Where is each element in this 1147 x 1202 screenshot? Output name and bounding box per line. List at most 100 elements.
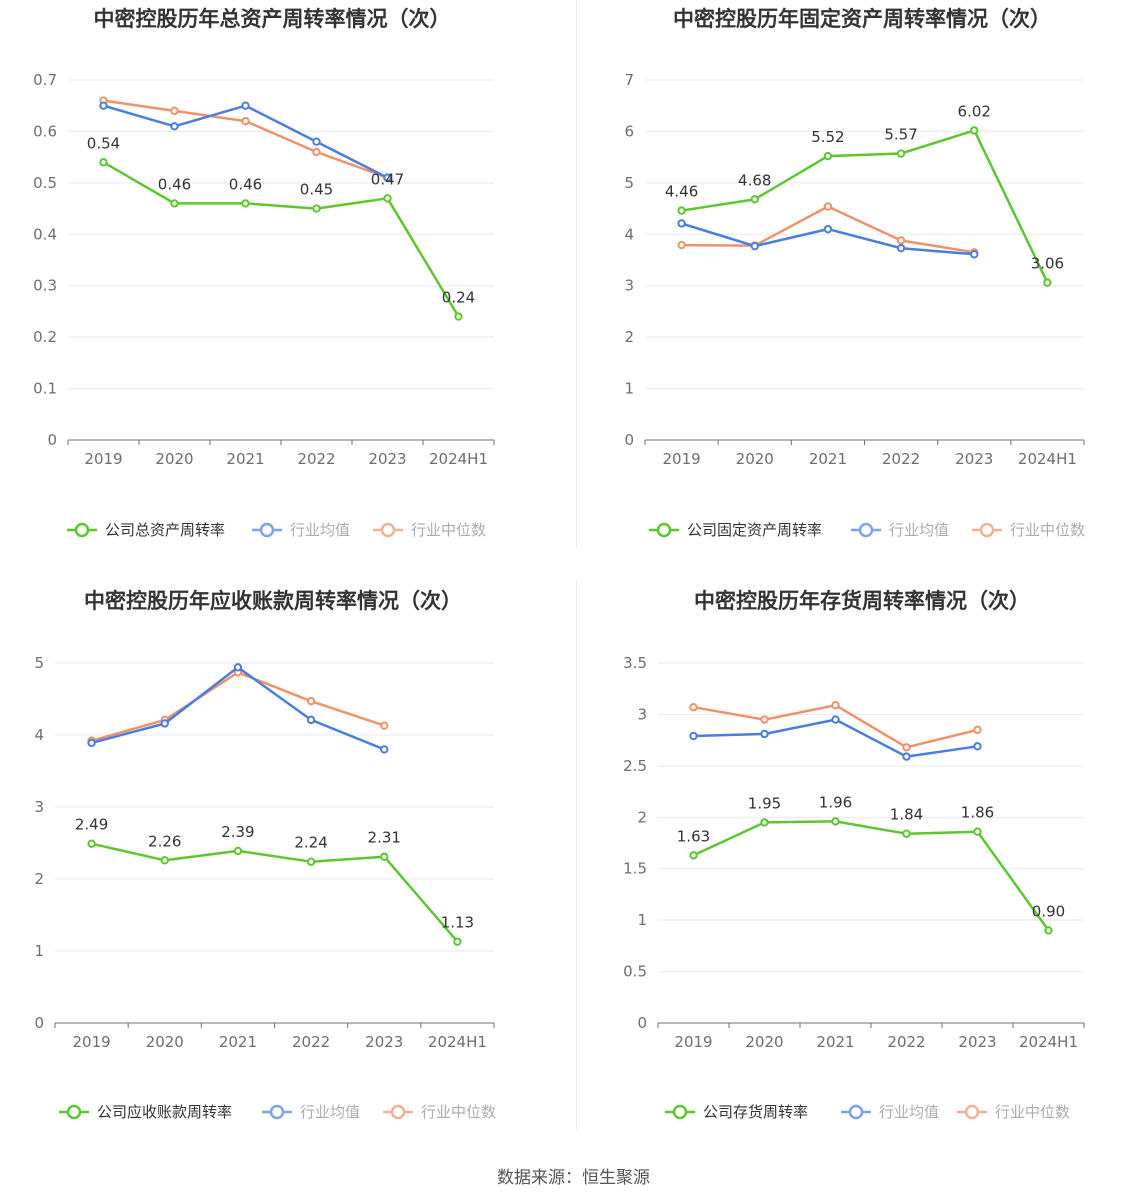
y-tick-label: 1 bbox=[637, 911, 647, 929]
series-line-company bbox=[91, 842, 459, 943]
data-source-note: 数据来源：恒生聚源 bbox=[497, 1168, 650, 1188]
legend-item-median: 行业中位数 bbox=[373, 521, 486, 539]
y-tick-label: 2.5 bbox=[623, 757, 647, 775]
x-tick-label: 2024H1 bbox=[1018, 450, 1077, 468]
data-point-mean bbox=[170, 122, 179, 131]
data-point-median bbox=[896, 236, 906, 245]
legend-marker-icon bbox=[66, 1104, 82, 1120]
legend-item-company: 公司存货周转率 bbox=[665, 1103, 808, 1121]
data-point-mean bbox=[241, 101, 250, 110]
data-label: 2.31 bbox=[368, 829, 401, 847]
data-point-median bbox=[170, 106, 179, 116]
vertical-divider-top bbox=[576, 0, 577, 548]
y-tick-label: 3.5 bbox=[623, 654, 647, 672]
data-label: 5.57 bbox=[884, 126, 917, 144]
y-tick-label: 0.7 bbox=[33, 71, 57, 89]
chart-title: 中密控股历年应收账款周转率情况（次） bbox=[84, 589, 462, 613]
data-point-company bbox=[87, 839, 96, 848]
data-point-median bbox=[689, 703, 698, 712]
legend-marker-icon bbox=[74, 522, 90, 538]
series-line-mean bbox=[103, 104, 389, 179]
legend-marker-icon bbox=[979, 522, 995, 538]
series-line-company bbox=[681, 129, 1049, 284]
data-point-company bbox=[454, 312, 463, 321]
data-point-mean bbox=[896, 243, 906, 253]
legend-label: 公司固定资产周转率 bbox=[687, 521, 822, 539]
y-tick-label: 0.1 bbox=[33, 380, 57, 398]
data-point-company bbox=[241, 199, 250, 208]
y-tick-label: 1.5 bbox=[623, 860, 647, 878]
x-tick-label: 2020 bbox=[155, 450, 193, 468]
data-point-mean bbox=[87, 738, 96, 748]
data-point-company bbox=[233, 846, 243, 856]
data-point-mean bbox=[306, 715, 316, 725]
data-point-company bbox=[383, 194, 392, 203]
data-label: 1.63 bbox=[677, 827, 710, 845]
data-point-company bbox=[160, 856, 169, 865]
legend-marker-icon bbox=[259, 522, 275, 538]
y-tick-label: 0 bbox=[637, 1014, 647, 1032]
data-label: 0.54 bbox=[87, 134, 120, 152]
data-label: 2.49 bbox=[75, 816, 108, 834]
data-label: 1.84 bbox=[890, 806, 923, 824]
data-label: 0.90 bbox=[1032, 902, 1065, 920]
data-label: 2.24 bbox=[294, 834, 327, 852]
x-tick-label: 2022 bbox=[887, 1033, 925, 1051]
data-point-median bbox=[312, 147, 321, 157]
data-point-mean bbox=[233, 663, 243, 672]
data-label: 4.68 bbox=[738, 171, 771, 189]
x-tick-label: 2021 bbox=[816, 1033, 854, 1051]
y-tick-label: 5 bbox=[624, 174, 634, 192]
chart-fixed-asset-turnover: 中密控股历年固定资产周转率情况（次） 0 1 2 3 4 5 6 7 2019 2020 2021 20… bbox=[624, 7, 1085, 539]
x-tick-label: 2020 bbox=[736, 450, 774, 468]
chart-receivables-turnover: 中密控股历年应收账款周转率情况（次） 0 1 2 3 4 5 2019 2020 2021 2022… bbox=[34, 589, 496, 1121]
data-label: 4.46 bbox=[665, 183, 698, 201]
x-tick-label: 2021 bbox=[219, 1033, 257, 1051]
legend-item-median: 行业中位数 bbox=[383, 1103, 496, 1121]
data-point-mean bbox=[160, 719, 169, 728]
data-point-company bbox=[312, 204, 321, 213]
chart-title: 中密控股历年固定资产周转率情况（次） bbox=[673, 7, 1051, 31]
legend-item-company: 公司总资产周转率 bbox=[67, 521, 225, 539]
data-point-company bbox=[1044, 926, 1053, 935]
y-tick-label: 0 bbox=[34, 1014, 44, 1032]
data-point-mean bbox=[823, 224, 833, 234]
x-tick-label: 2024H1 bbox=[428, 1033, 487, 1051]
data-point-company bbox=[170, 199, 179, 208]
data-label: 5.52 bbox=[811, 128, 844, 146]
legend-label: 行业中位数 bbox=[995, 1103, 1070, 1121]
legend-marker-icon bbox=[390, 1104, 406, 1120]
y-tick-label: 5 bbox=[34, 654, 44, 672]
data-label: 2.26 bbox=[148, 832, 181, 850]
y-tick-label: 0 bbox=[47, 431, 57, 449]
chart-title: 中密控股历年存货周转率情况（次） bbox=[694, 589, 1030, 613]
data-point-mean bbox=[973, 742, 982, 751]
x-tick-label: 2023 bbox=[958, 1033, 996, 1051]
data-point-mean bbox=[760, 729, 769, 739]
data-label: 1.96 bbox=[819, 793, 852, 811]
data-point-median bbox=[831, 700, 840, 710]
data-point-company bbox=[823, 151, 833, 161]
data-point-median bbox=[241, 116, 250, 126]
x-tick-label: 2020 bbox=[146, 1033, 184, 1051]
data-point-median bbox=[823, 202, 833, 211]
y-tick-label: 0 bbox=[624, 431, 634, 449]
data-label: 1.86 bbox=[961, 804, 994, 822]
legend-item-mean: 行业均值 bbox=[262, 1103, 360, 1121]
data-point-company bbox=[99, 158, 108, 167]
y-tick-label: 7 bbox=[624, 71, 634, 89]
series-line-mean bbox=[91, 666, 385, 751]
y-tick-label: 2 bbox=[34, 870, 44, 888]
data-point-company bbox=[1043, 278, 1052, 287]
x-tick-label: 2022 bbox=[882, 450, 920, 468]
data-label: 1.13 bbox=[441, 914, 474, 932]
data-label: 0.47 bbox=[371, 170, 404, 188]
data-point-company bbox=[831, 817, 840, 826]
series-line-median bbox=[693, 703, 978, 749]
data-label: 0.46 bbox=[158, 175, 191, 193]
data-label: 6.02 bbox=[958, 102, 991, 120]
x-tick-label: 2022 bbox=[292, 1033, 330, 1051]
legend-marker-icon bbox=[848, 1104, 864, 1120]
data-label: 0.24 bbox=[442, 289, 475, 307]
data-point-company bbox=[760, 818, 769, 827]
